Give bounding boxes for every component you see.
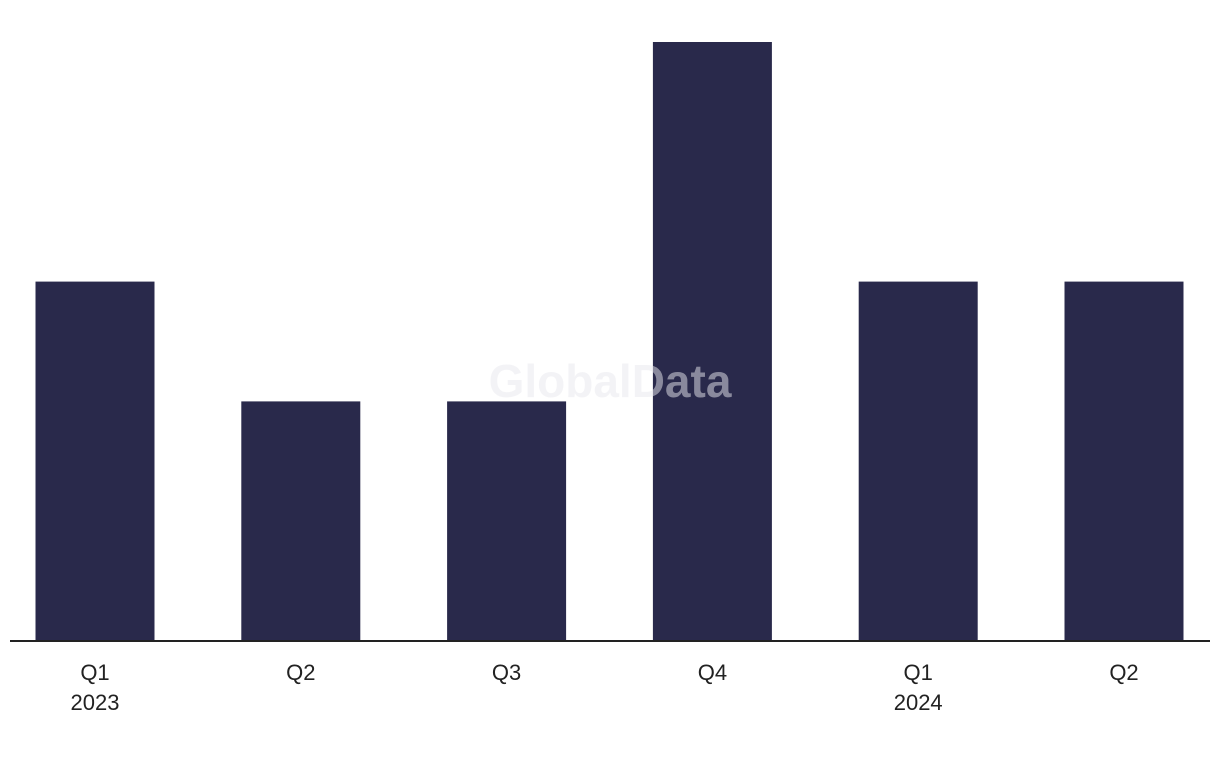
bar [447, 401, 567, 641]
x-tick-label: Q2 [1109, 660, 1138, 685]
bar [241, 401, 361, 641]
x-tick-label: Q2 [286, 660, 315, 685]
watermark: GlobalData [489, 355, 732, 407]
bar [35, 281, 155, 641]
bar [858, 281, 978, 641]
year-label: 2024 [894, 690, 943, 715]
x-tick-label: Q4 [698, 660, 727, 685]
bar [1064, 281, 1184, 641]
x-tick-label: Q1 [80, 660, 109, 685]
bar [652, 42, 772, 641]
x-tick-label: Q1 [904, 660, 933, 685]
year-label: 2023 [71, 690, 120, 715]
x-tick-label: Q3 [492, 660, 521, 685]
